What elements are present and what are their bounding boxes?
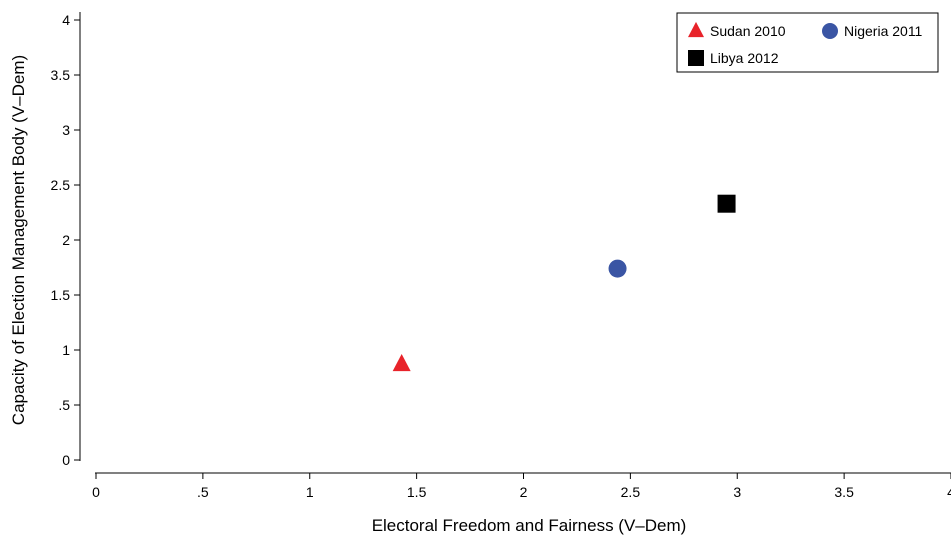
x-tick-label: .5	[197, 484, 209, 500]
axes: 0 .5 1 1.5 2 2.5 3 3.5 4 0 .5 1 1.5 2 2.5 3 3.5 4	[51, 12, 951, 500]
x-tick-label: 1	[306, 484, 314, 500]
y-tick-label: 3.5	[51, 67, 71, 83]
y-tick-label: .5	[58, 397, 70, 413]
data-point-libya-2012	[717, 194, 736, 213]
y-axis-ticks: 0 .5 1 1.5 2 2.5 3 3.5 4	[51, 12, 80, 468]
legend-label-sudan-2010: Sudan 2010	[710, 23, 786, 39]
x-tick-label: 3	[733, 484, 741, 500]
data-point-nigeria-2011	[608, 259, 627, 278]
legend-box	[676, 12, 939, 73]
y-tick-label: 1.5	[51, 287, 71, 303]
x-tick-label: 2	[520, 484, 528, 500]
legend-label-nigeria-2011: Nigeria 2011	[844, 23, 923, 39]
y-axis-title: Capacity of Election Management Body (V–…	[9, 55, 28, 425]
x-tick-label: 1.5	[407, 484, 427, 500]
x-tick-label: 2.5	[621, 484, 641, 500]
data-point-sudan-2010	[392, 354, 411, 372]
y-tick-label: 2.5	[51, 177, 71, 193]
x-tick-label: 3.5	[834, 484, 854, 500]
legend-marker-libya-2012	[688, 50, 704, 66]
data-points	[392, 194, 736, 372]
legend: Sudan 2010 Nigeria 2011 Libya 2012	[676, 12, 939, 73]
x-tick-label: 4	[947, 484, 951, 500]
legend-label-libya-2012: Libya 2012	[710, 50, 779, 66]
x-axis-ticks: 0 .5 1 1.5 2 2.5 3 3.5 4	[92, 473, 951, 500]
legend-marker-nigeria-2011	[822, 23, 838, 39]
x-tick-label: 0	[92, 484, 100, 500]
y-tick-label: 2	[62, 232, 70, 248]
y-tick-label: 3	[62, 122, 70, 138]
legend-items: Sudan 2010 Nigeria 2011 Libya 2012	[688, 21, 923, 66]
legend-marker-sudan-2010	[688, 21, 704, 38]
y-tick-label: 0	[62, 452, 70, 468]
y-tick-label: 4	[62, 12, 70, 28]
x-axis-title: Electoral Freedom and Fairness (V–Dem)	[372, 516, 687, 535]
y-tick-label: 1	[62, 342, 70, 358]
